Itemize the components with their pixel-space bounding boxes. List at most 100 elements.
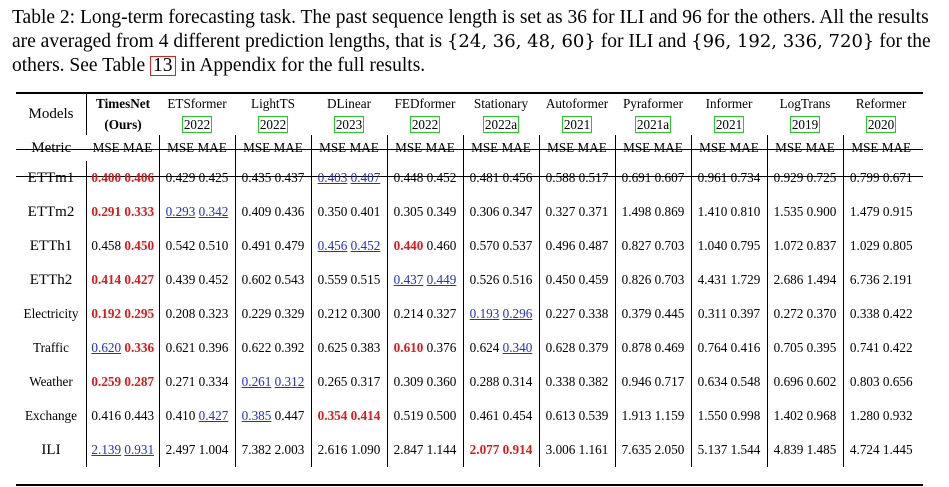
mae-label: MAE (805, 140, 835, 155)
mae-value: 0.454 (502, 408, 533, 423)
citation-link[interactable]: 2020 (865, 116, 897, 133)
result-pair: 0.439 0.452 (158, 263, 235, 297)
mae-value: 0.327 (426, 306, 457, 321)
result-pair: 0.271 0.334 (158, 365, 235, 399)
mse-label: MSE (243, 140, 271, 155)
mse-value: 0.291 (91, 204, 122, 219)
mse-value: 4.724 (849, 442, 880, 457)
mae-value: 0.810 (730, 204, 761, 219)
mae-value: 0.968 (806, 408, 837, 423)
model-header-3: DLinear 2023 (311, 93, 387, 135)
mse-value: 1.410 (697, 204, 728, 219)
result-pair: 0.437 0.449 (386, 263, 463, 297)
result-pair: 0.416 0.443 (86, 399, 159, 433)
result-pair: 1.029 0.805 (842, 229, 919, 263)
table-caption: Table 2: Long-term forecasting task. The… (12, 6, 942, 78)
mae-value: 0.437 (274, 170, 305, 185)
mae-value: 0.998 (730, 408, 761, 423)
metric-pair: MSE MAE (234, 135, 311, 161)
citation-link[interactable]: 2021a (634, 116, 672, 133)
mae-value: 0.347 (502, 204, 533, 219)
mae-value: 0.915 (882, 204, 913, 219)
mae-value: 0.548 (730, 374, 761, 389)
citation-link[interactable]: 2021 (713, 116, 745, 133)
mae-label: MAE (653, 140, 683, 155)
dataset-name: ETTh2 (29, 271, 73, 288)
result-pair: 0.229 0.329 (234, 297, 311, 331)
mae-value: 0.517 (578, 170, 609, 185)
mae-value: 0.734 (730, 170, 761, 185)
result-pair: 0.634 0.548 (690, 365, 767, 399)
table-ref-link[interactable]: 13 (150, 56, 176, 76)
citation-wrap: 2021 (539, 114, 615, 135)
mse-value: 1.280 (849, 408, 880, 423)
mse-value: 0.429 (165, 170, 196, 185)
mse-value: 3.006 (545, 442, 576, 457)
citation-link[interactable]: 2022a (482, 116, 520, 133)
result-pair: 0.435 0.437 (234, 161, 311, 195)
mae-value: 0.383 (350, 340, 381, 355)
mse-value: 0.309 (393, 374, 424, 389)
citation-link[interactable]: 2023 (333, 116, 365, 133)
mse-value: 0.799 (849, 170, 880, 185)
citation-link[interactable]: 2022 (409, 116, 441, 133)
model-name: Reformer (855, 96, 907, 111)
mae-value: 0.436 (274, 204, 305, 219)
result-pair: 0.429 0.425 (158, 161, 235, 195)
mse-value: 0.350 (317, 204, 348, 219)
citation-link[interactable]: 2022 (257, 116, 289, 133)
mae-value: 0.450 (124, 238, 155, 253)
dataset-name: ETTh1 (29, 237, 73, 254)
mse-value: 0.229 (241, 306, 272, 321)
result-pair: 0.305 0.349 (386, 195, 463, 229)
result-pair: 0.526 0.516 (462, 263, 539, 297)
mae-value: 0.443 (124, 408, 155, 423)
citation-link[interactable]: 2022 (181, 116, 213, 133)
mae-value: 0.382 (578, 374, 609, 389)
mae-value: 0.452 (426, 170, 457, 185)
result-pair: 0.208 0.323 (158, 297, 235, 331)
mae-value: 0.479 (274, 238, 305, 253)
result-pair: 2.847 1.144 (386, 433, 463, 467)
caption-mid: for ILI and (595, 31, 692, 52)
result-pair: 0.588 0.517 (538, 161, 615, 195)
table-row: ETTh1 0.458 0.450 0.542 0.510 0.491 0.479 0.… (16, 229, 919, 263)
result-pair: 1.410 0.810 (690, 195, 767, 229)
mse-value: 0.625 (317, 340, 348, 355)
mse-value: 0.624 (469, 340, 500, 355)
mae-value: 0.914 (502, 442, 533, 457)
mse-value: 0.305 (393, 204, 424, 219)
model-header-7: Pyraformer 2021a (615, 93, 691, 135)
mse-label: MSE (547, 140, 575, 155)
mse-value: 0.450 (545, 272, 576, 287)
mse-label: MSE (319, 140, 347, 155)
mse-value: 1.072 (773, 238, 804, 253)
mae-value: 0.349 (426, 204, 457, 219)
mae-value: 0.425 (198, 170, 229, 185)
mae-value: 0.376 (426, 340, 457, 355)
mse-value: 2.686 (773, 272, 804, 287)
model-name: TimesNet (96, 96, 150, 111)
model-name: Autoformer (545, 96, 609, 111)
result-pair: 0.265 0.317 (310, 365, 387, 399)
mae-value: 0.396 (198, 340, 229, 355)
citation-link[interactable]: 2021 (561, 116, 593, 133)
mae-value: 0.703 (654, 238, 685, 253)
mae-value: 0.401 (350, 204, 381, 219)
result-pair: 3.006 1.161 (538, 433, 615, 467)
mse-value: 0.439 (165, 272, 196, 287)
mse-value: 0.559 (317, 272, 348, 287)
mae-value: 0.869 (654, 204, 685, 219)
result-pair: 7.635 2.050 (614, 433, 691, 467)
result-pair: 2.077 0.914 (462, 433, 539, 467)
results-table: Models TimesNet (Ours) ETSformer 2022 LightTS… (16, 93, 919, 467)
result-pair: 2.497 1.004 (158, 433, 235, 467)
mse-value: 0.496 (545, 238, 576, 253)
citation-link[interactable]: 2019 (789, 116, 821, 133)
table-row: Exchange 0.416 0.443 0.410 0.427 0.385 0.44… (16, 399, 919, 433)
mae-value: 0.416 (730, 340, 761, 355)
mse-value: 0.338 (545, 374, 576, 389)
mae-value: 0.422 (882, 306, 913, 321)
result-pair: 0.961 0.734 (690, 161, 767, 195)
mse-value: 0.208 (165, 306, 196, 321)
